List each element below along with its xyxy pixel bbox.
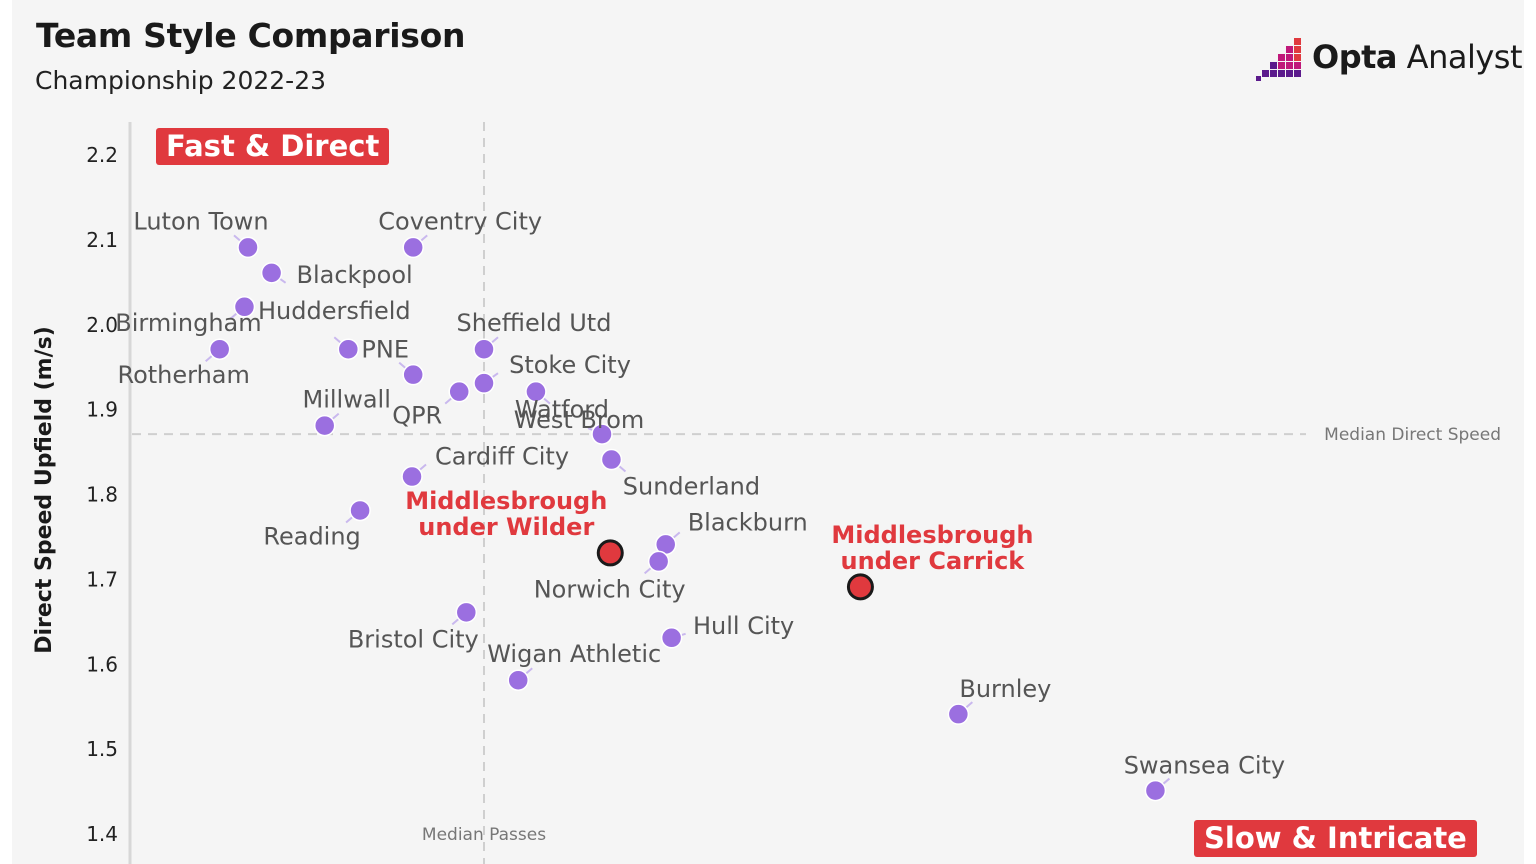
point-watford [525,380,547,403]
label-cardiff-city: Cardiff City [435,443,569,471]
point-reading [349,499,371,522]
opta-analyst-logo: Opta Analyst [1256,34,1523,82]
y-axis-label: Direct Speed Upfield (m/s) [32,326,57,654]
y-tick-label: 1.8 [86,483,118,507]
opta-logo-icon [1256,38,1301,81]
point-pne [402,363,424,386]
point-west-brom [591,423,613,445]
brand-name-bold: Opta [1312,38,1398,76]
point-middlesbrough-under-wilder [596,539,624,567]
point-cardiff-city [401,465,423,488]
point-huddersfield [337,338,360,360]
point-middlesbrough-under-carrick [846,573,874,601]
point-sunderland [600,448,623,471]
label-reading: Reading [263,522,360,550]
point-birmingham [233,296,256,318]
point-wigan-athletic [507,669,529,691]
point-hull-city [660,627,683,649]
label-hull-city: Hull City [693,612,794,640]
median-direct-speed-label: Median Direct Speed [1324,425,1501,445]
y-tick-label: 2.0 [86,313,118,337]
median-passes-label: Median Passes [422,825,546,845]
label-millwall: Millwall [303,386,391,414]
label-middlesbrough-under-carrick-line-1: Middlesbrough [831,521,1033,549]
label-luton-town: Luton Town [133,207,268,235]
brand-name-regular: Analyst [1397,38,1523,76]
point-coventry-city [402,236,424,259]
label-swansea-city: Swansea City [1124,752,1285,780]
label-middlesbrough-under-wilder-line-2: under Wilder [418,513,594,541]
label-blackburn: Blackburn [688,508,808,536]
label-coventry-city: Coventry City [378,207,542,235]
label-watford: Watford [515,396,609,424]
label-rotherham: Rotherham [117,361,249,389]
label-middlesbrough-under-carrick-line-2: under Carrick [841,547,1026,575]
quadrant-badge-slow-intricate: Slow & Intricate [1194,820,1477,857]
point-stoke-city [473,372,495,394]
y-tick-label: 2.1 [86,228,118,252]
point-burnley [947,703,970,725]
y-tick-label: 1.9 [86,398,118,422]
opta-analyst-wordmark: Opta Analyst [1312,38,1523,76]
point-bristol-city [455,601,478,624]
y-tick-label: 1.5 [86,737,118,761]
label-norwich-city: Norwich City [534,575,686,603]
label-middlesbrough-under-wilder-line-1: Middlesbrough [405,487,607,515]
y-tick-label: 2.2 [86,143,118,167]
point-millwall [313,414,336,437]
point-qpr [448,380,470,403]
quadrant-badge-fast-direct: Fast & Direct [156,128,390,165]
label-blackpool: Blackpool [296,261,412,289]
point-sheffield-utd [473,338,495,360]
label-huddersfield: Huddersfield [258,297,411,325]
label-qpr: QPR [392,402,442,430]
label-stoke-city: Stoke City [509,351,631,379]
label-wigan-athletic: Wigan Athletic [487,640,661,668]
point-blackpool [260,262,283,284]
label-west-brom: West Brom [514,406,645,434]
point-swansea-city [1144,779,1167,802]
y-tick-label: 1.6 [86,652,118,676]
chart-title: Team Style Comparison [36,16,466,55]
point-luton-town [237,236,259,259]
y-tick-label: 1.4 [86,822,118,846]
chart-subtitle: Championship 2022-23 [35,66,327,95]
label-pne: PNE [361,336,409,364]
point-rotherham [208,338,231,360]
label-sunderland: Sunderland [623,473,760,501]
label-burnley: Burnley [959,675,1051,703]
label-birmingham: Birmingham [115,309,261,337]
label-bristol-city: Bristol City [348,625,479,653]
point-norwich-city [647,550,670,573]
label-sheffield-utd: Sheffield Utd [457,309,612,337]
y-tick-label: 1.7 [86,567,118,591]
